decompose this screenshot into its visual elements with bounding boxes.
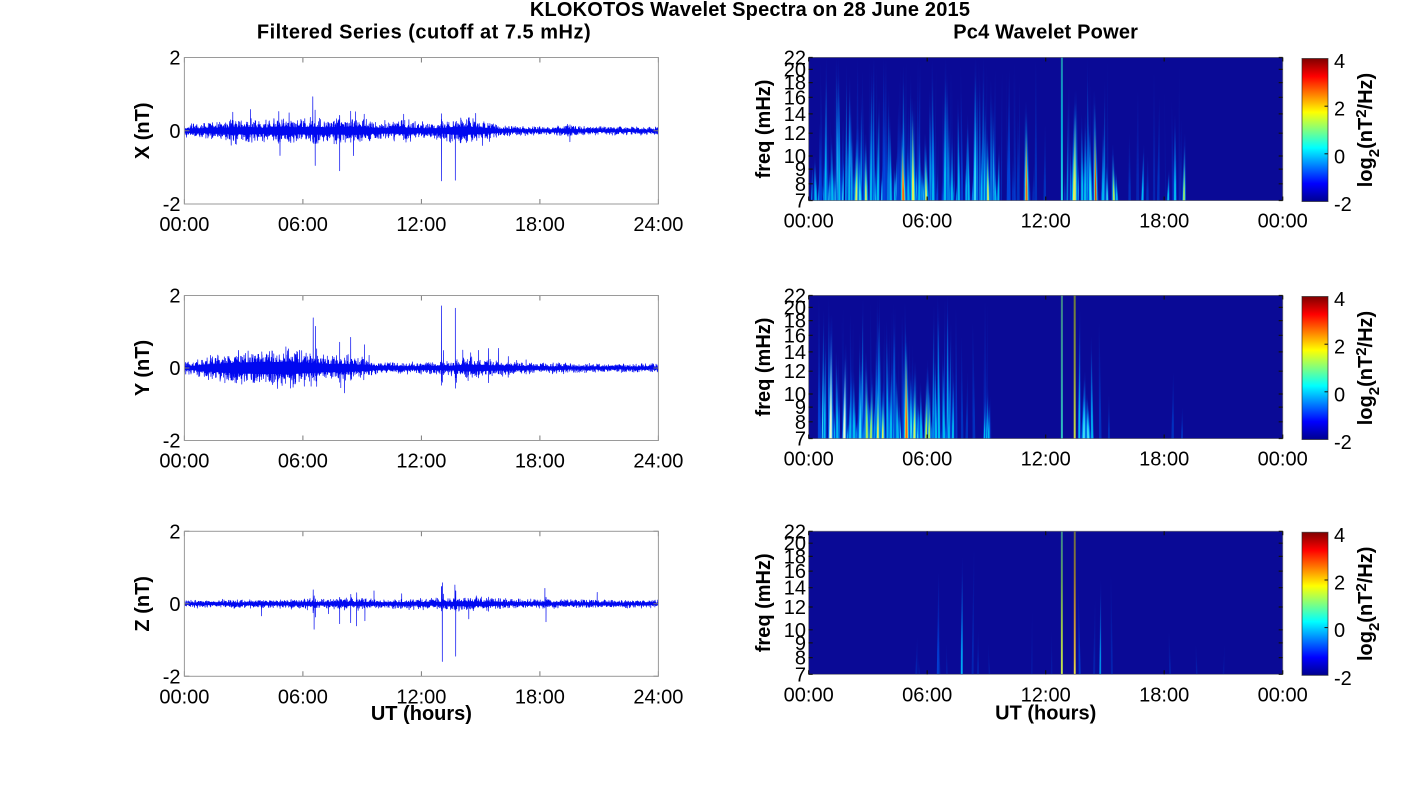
svg-text:12: 12 [784,597,806,619]
svg-text:18:00: 18:00 [1139,449,1189,471]
svg-text:2: 2 [1334,99,1345,121]
svg-text:22: 22 [784,48,806,70]
svg-text:freq (mHz): freq (mHz) [753,318,775,417]
svg-text:UT (hours): UT (hours) [995,703,1096,725]
svg-text:12:00: 12:00 [396,451,446,473]
svg-text:Y (nT): Y (nT) [132,340,154,396]
svg-text:00:00: 00:00 [784,684,834,706]
svg-text:20: 20 [784,59,806,81]
svg-text:06:00: 06:00 [902,684,952,706]
svg-text:-2: -2 [1334,668,1352,690]
svg-text:18: 18 [784,73,806,95]
svg-text:9: 9 [795,397,806,419]
svg-text:06:00: 06:00 [278,686,328,708]
svg-text:12: 12 [784,123,806,145]
svg-text:00:00: 00:00 [1258,449,1308,471]
svg-text:10: 10 [784,620,806,642]
svg-text:12:00: 12:00 [1021,211,1071,233]
svg-text:freq (mHz): freq (mHz) [753,553,775,652]
svg-text:0: 0 [1334,384,1345,406]
svg-text:12:00: 12:00 [396,686,446,708]
svg-text:-2: -2 [163,666,181,688]
svg-text:18: 18 [784,311,806,333]
svg-text:2: 2 [1334,573,1345,595]
svg-text:9: 9 [795,159,806,181]
svg-text:7: 7 [795,429,806,451]
svg-text:freq (mHz): freq (mHz) [753,80,775,179]
svg-text:KLOKOTOS Wavelet Spectra on 28: KLOKOTOS Wavelet Spectra on 28 June 2015 [530,0,970,21]
svg-text:18: 18 [784,546,806,568]
svg-text:2: 2 [169,286,180,308]
svg-text:18:00: 18:00 [515,451,565,473]
svg-text:12:00: 12:00 [1021,684,1071,706]
svg-text:4: 4 [1334,51,1345,73]
svg-text:0: 0 [169,594,180,616]
svg-text:14: 14 [784,104,806,126]
svg-text:16: 16 [784,325,806,347]
svg-text:20: 20 [784,297,806,319]
svg-text:2: 2 [1334,337,1345,359]
svg-text:00:00: 00:00 [784,449,834,471]
svg-text:00:00: 00:00 [159,451,209,473]
svg-text:-2: -2 [1334,432,1352,454]
svg-text:9: 9 [795,633,806,655]
svg-text:7: 7 [795,191,806,213]
svg-text:4: 4 [1334,289,1345,311]
svg-text:UT (hours): UT (hours) [371,703,472,725]
svg-text:log2(nT2/Hz): log2(nT2/Hz) [1353,73,1383,187]
svg-text:0: 0 [169,121,180,143]
svg-text:18:00: 18:00 [515,686,565,708]
svg-text:24:00: 24:00 [633,214,683,236]
svg-text:7: 7 [795,664,806,686]
svg-text:14: 14 [784,342,806,364]
svg-text:4: 4 [1334,525,1345,547]
svg-text:00:00: 00:00 [1258,684,1308,706]
svg-text:18:00: 18:00 [1139,684,1189,706]
svg-text:0: 0 [169,358,180,380]
svg-text:-2: -2 [163,431,181,453]
svg-text:06:00: 06:00 [278,214,328,236]
svg-text:8: 8 [795,648,806,670]
svg-text:2: 2 [169,48,180,70]
svg-text:14: 14 [784,578,806,600]
svg-text:-2: -2 [163,194,181,216]
svg-text:00:00: 00:00 [159,686,209,708]
svg-text:8: 8 [795,412,806,434]
svg-text:0: 0 [1334,146,1345,168]
svg-text:-2: -2 [1334,194,1352,216]
svg-text:Z (nT): Z (nT) [132,576,154,632]
svg-text:12:00: 12:00 [396,214,446,236]
svg-text:10: 10 [784,384,806,406]
svg-text:12: 12 [784,361,806,383]
svg-text:2: 2 [169,521,180,543]
svg-text:06:00: 06:00 [902,211,952,233]
svg-text:20: 20 [784,533,806,555]
svg-text:0: 0 [1334,620,1345,642]
svg-text:00:00: 00:00 [1258,211,1308,233]
svg-text:16: 16 [784,87,806,109]
svg-text:06:00: 06:00 [278,451,328,473]
svg-text:X (nT): X (nT) [132,102,154,159]
svg-text:12:00: 12:00 [1021,449,1071,471]
svg-text:00:00: 00:00 [784,211,834,233]
svg-text:18:00: 18:00 [515,214,565,236]
svg-text:22: 22 [784,521,806,543]
svg-text:24:00: 24:00 [633,451,683,473]
svg-text:16: 16 [784,561,806,583]
svg-text:24:00: 24:00 [633,686,683,708]
svg-text:00:00: 00:00 [159,214,209,236]
svg-text:Filtered Series (cutoff at 7.5: Filtered Series (cutoff at 7.5 mHz) [257,22,591,44]
svg-text:10: 10 [784,146,806,168]
svg-text:06:00: 06:00 [902,449,952,471]
svg-text:18:00: 18:00 [1139,211,1189,233]
svg-text:8: 8 [795,174,806,196]
svg-text:22: 22 [784,286,806,308]
svg-text:Pc4 Wavelet Power: Pc4 Wavelet Power [953,22,1138,44]
